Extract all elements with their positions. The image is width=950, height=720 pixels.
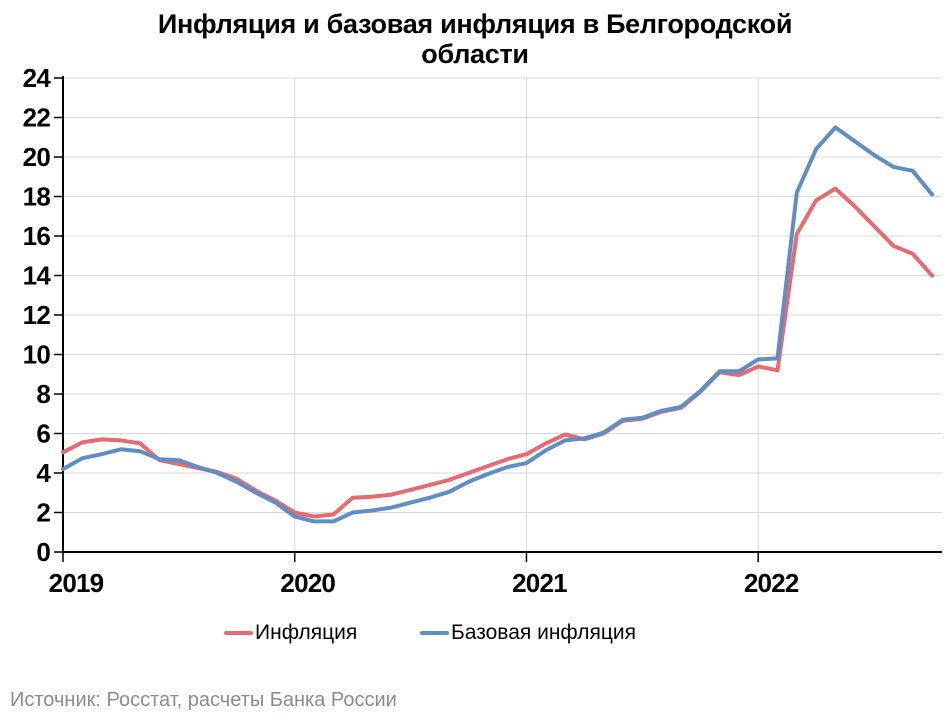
chart-legend: Инфляция Базовая инфляция (0, 618, 950, 648)
legend-item-core-inflation: Базовая инфляция (420, 618, 636, 648)
chart-title-line1: Инфляция и базовая инфляция в Белгородск… (157, 9, 793, 39)
svg-text:0: 0 (36, 537, 50, 567)
svg-text:20: 20 (23, 142, 51, 172)
legend-item-inflation: Инфляция (224, 618, 357, 648)
gridlines (63, 77, 942, 552)
svg-text:24: 24 (23, 63, 52, 93)
axes (54, 76, 942, 562)
svg-text:2021: 2021 (512, 568, 567, 598)
svg-text:2: 2 (36, 498, 50, 528)
legend-label-inflation: Инфляция (255, 621, 358, 644)
inflation-line-swatch (224, 630, 253, 636)
core-inflation-line (61, 125, 934, 524)
svg-text:22: 22 (23, 103, 51, 133)
svg-text:16: 16 (23, 221, 51, 251)
core-inflation-line-swatch (420, 630, 449, 636)
svg-text:10: 10 (23, 340, 51, 370)
svg-text:4: 4 (36, 458, 51, 488)
svg-text:18: 18 (23, 182, 51, 212)
svg-text:12: 12 (23, 300, 51, 330)
svg-text:2022: 2022 (744, 568, 799, 598)
svg-text:6: 6 (36, 419, 50, 449)
svg-text:14: 14 (23, 261, 52, 291)
svg-text:2019: 2019 (49, 568, 104, 598)
legend-label-core-inflation: Базовая инфляция (451, 621, 637, 644)
x-axis-labels: 2019 2020 2021 2022 (49, 568, 800, 598)
chart-title-line2: области (421, 39, 529, 69)
svg-text:8: 8 (36, 379, 50, 409)
chart-title: Инфляция и базовая инфляция в Белгородск… (0, 9, 950, 69)
svg-text:2020: 2020 (280, 568, 335, 598)
source-note: Источник: Росстат, расчеты Банка России (10, 689, 397, 711)
